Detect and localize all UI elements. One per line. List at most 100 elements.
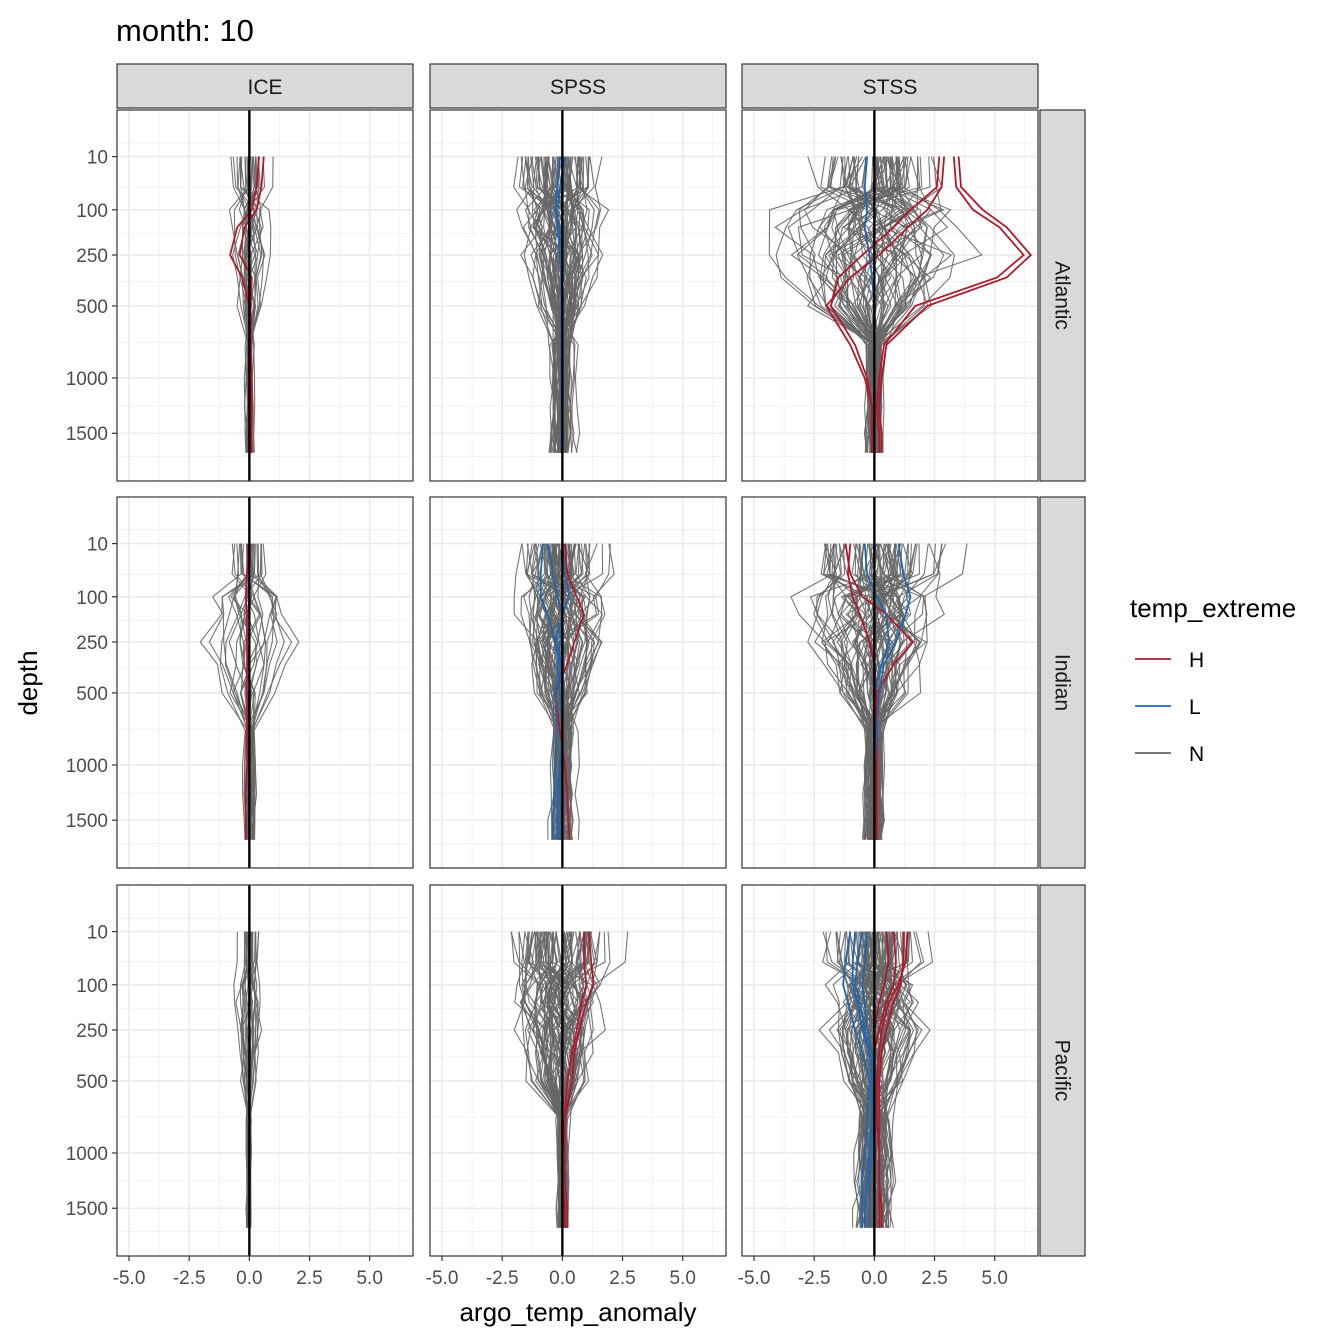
row-strip-pacific [1039,884,1086,1257]
column-strip-stss [741,63,1039,109]
profile-line-n [841,931,894,1228]
profile-line-h [229,156,260,453]
panel-pacific-spss: -5.0 -2.5 0.0 2.5 5.0 [426,884,727,1289]
column-strip-label: ICE [247,76,282,99]
panel-atlantic-stss [741,109,1039,482]
profile-line-h [238,156,265,453]
y-tick-label: 250 [76,1021,108,1042]
x-tick-label: 5.0 [669,1268,695,1289]
x-tick-label: 2.5 [296,1268,322,1289]
profile-line-n [241,543,278,840]
profile-line-h [846,543,878,840]
panel-atlantic-spss [429,109,727,482]
x-tick-label: 5.0 [356,1268,382,1289]
legend: temp_extreme H L N [1130,593,1296,766]
column-strip-label: STSS [863,76,918,99]
profile-line-h [825,156,945,453]
profile-line-n [211,543,250,840]
profile-line-n [832,543,885,840]
panel-border [429,884,727,1257]
profile-line-n [869,156,908,453]
profile-line-n [545,931,582,1228]
legend-label-h: H [1189,649,1204,672]
panel-indian-stss [741,496,1039,869]
legend-label-n: N [1189,743,1204,766]
panel-border [116,884,414,1257]
profile-line-n [862,931,917,1228]
profile-line-l [851,931,876,1228]
profile-line-n [840,543,895,840]
row-strip-indian [1039,496,1086,869]
y-tick-label: 500 [76,1072,108,1093]
profile-line-n [549,156,581,453]
column-strip-spss [429,63,727,109]
row-strip-label: Indian [1051,654,1074,711]
profile-line-n [866,543,912,840]
row-strip-label: Atlantic [1051,261,1074,330]
profile-lines [510,931,629,1228]
profile-line-l [842,931,871,1228]
x-tick-label: -5.0 [738,1268,771,1289]
profile-line-n [867,156,919,453]
panel-border [741,109,1039,482]
profile-line-n [534,156,577,453]
panel-border [116,496,414,869]
profile-line-n [563,156,590,453]
x-tick-label: -2.5 [798,1268,831,1289]
y-tick-label: 100 [76,976,108,997]
column-strip-ice [116,63,414,109]
x-tick-label: 5.0 [981,1268,1007,1289]
profile-line-n [522,156,566,453]
y-tick-label: 100 [76,201,108,222]
profile-line-n [546,931,574,1228]
panel-border [741,884,1039,1257]
panel-border [429,496,727,869]
row-strip-atlantic [1039,109,1086,482]
y-tick-label: 1500 [66,424,108,445]
profile-line-n [546,543,569,840]
chart-title: month: 10 [116,13,254,48]
profile-line-n [539,156,590,453]
panel-pacific-stss: -5.0 -2.5 0.0 2.5 5.0 [738,884,1039,1289]
panel-background [430,497,726,868]
panel-background [117,885,413,1256]
profile-line-n [831,543,928,840]
x-tick-label: 0.0 [549,1268,575,1289]
profile-line-h [563,931,595,1228]
legend-label-l: L [1189,696,1201,719]
y-tick-label: 500 [76,297,108,318]
y-tick-label: 1500 [66,1199,108,1220]
profile-line-n [865,156,923,453]
profile-line-h [844,543,915,840]
x-tick-label: -5.0 [426,1268,459,1289]
y-tick-label: 250 [76,246,108,267]
y-tick-label: 500 [76,684,108,705]
profile-line-n [241,543,285,840]
profile-line-n [523,156,557,453]
profile-lines [768,156,1033,453]
profile-line-n [878,931,920,1228]
x-tick-label: -5.0 [113,1268,146,1289]
profile-line-n [551,156,580,453]
panel-indian-spss [429,496,727,869]
profile-line-l [547,543,564,840]
panel-atlantic-ice: 10 100 250 500 1000 1500 [66,109,414,482]
profile-line-l [854,931,873,1228]
y-tick-label: 10 [87,148,108,169]
facet-panels: ICE SPSS STSS Atlantic Indian Pacific 10 100 250… [66,63,1086,1289]
profile-line-h [878,156,1033,453]
row-strip-label: Pacific [1051,1040,1074,1102]
panel-background [742,497,1038,868]
x-tick-label: 2.5 [921,1268,947,1289]
y-tick-label: 1000 [66,369,108,390]
x-tick-label: -2.5 [173,1268,206,1289]
profile-line-n [856,931,898,1228]
profile-line-n [819,156,895,453]
y-tick-label: 1000 [66,756,108,777]
y-tick-label: 250 [76,633,108,654]
panel-border [741,496,1039,869]
profile-line-n [551,156,574,453]
profile-line-n [232,543,258,840]
profile-line-n [239,156,256,453]
profile-lines [790,543,968,840]
